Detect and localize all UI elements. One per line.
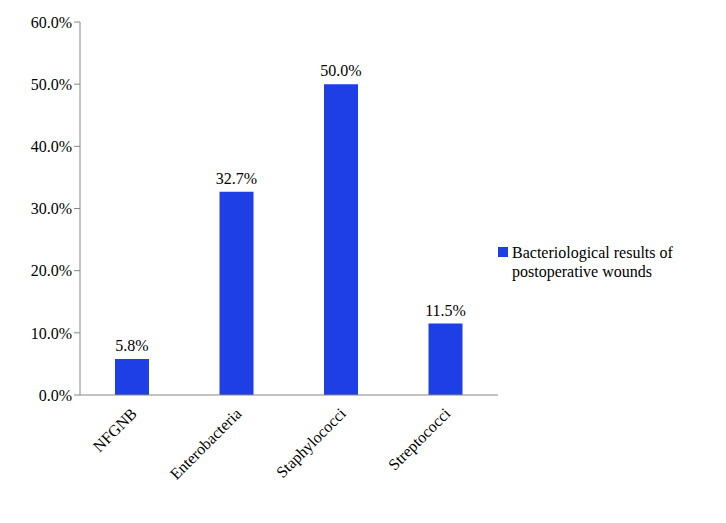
svg-text:20.0%: 20.0% [31,262,72,279]
svg-text:60.0%: 60.0% [31,14,72,31]
svg-text:Enterobacteria: Enterobacteria [167,405,245,483]
svg-text:0.0%: 0.0% [39,387,72,404]
svg-text:30.0%: 30.0% [31,200,72,217]
svg-text:50.0%: 50.0% [31,76,72,93]
svg-text:32.7%: 32.7% [216,170,257,187]
svg-text:Streptococci: Streptococci [385,404,455,474]
svg-text:40.0%: 40.0% [31,138,72,155]
svg-text:11.5%: 11.5% [425,302,466,319]
svg-text:Staphylococci: Staphylococci [273,404,350,481]
html-text:Bacteriological results of pos: Bacteriological results of postoperative… [512,243,673,280]
svg-text:5.8%: 5.8% [115,337,148,354]
svg-text:NFGNB: NFGNB [90,405,140,455]
svg-text:50.0%: 50.0% [320,62,361,79]
svg-text:10.0%: 10.0% [31,325,72,342]
